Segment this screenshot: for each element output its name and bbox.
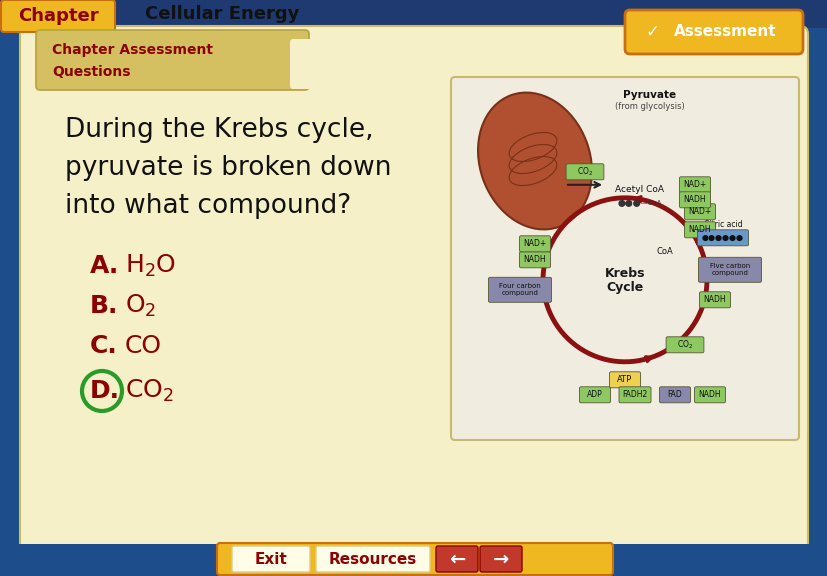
Text: FAD: FAD <box>667 391 681 399</box>
FancyBboxPatch shape <box>0 544 827 576</box>
FancyBboxPatch shape <box>488 277 551 302</box>
Text: NADH: NADH <box>688 225 710 234</box>
Text: NADH: NADH <box>683 195 705 204</box>
Text: into what compound?: into what compound? <box>65 193 351 219</box>
FancyBboxPatch shape <box>658 387 690 403</box>
Text: A.: A. <box>90 254 119 278</box>
FancyBboxPatch shape <box>0 0 827 28</box>
FancyBboxPatch shape <box>20 26 807 554</box>
FancyBboxPatch shape <box>480 546 521 572</box>
Text: NAD+: NAD+ <box>523 239 546 248</box>
FancyBboxPatch shape <box>316 546 429 572</box>
Text: D.: D. <box>90 379 120 403</box>
Text: ATP: ATP <box>617 376 632 384</box>
Text: NADH: NADH <box>523 255 546 264</box>
Text: pyruvate is broken down: pyruvate is broken down <box>65 155 391 181</box>
Text: FADH2: FADH2 <box>622 391 647 399</box>
FancyBboxPatch shape <box>232 546 309 572</box>
Text: C.: C. <box>90 334 117 358</box>
Text: NAD+: NAD+ <box>682 180 705 190</box>
FancyBboxPatch shape <box>36 30 308 90</box>
Text: H$_2$O: H$_2$O <box>125 253 176 279</box>
Text: CO$_2$: CO$_2$ <box>125 378 174 404</box>
FancyBboxPatch shape <box>679 177 710 193</box>
Text: Cellular Energy: Cellular Energy <box>145 5 299 23</box>
FancyBboxPatch shape <box>566 164 603 180</box>
Text: Four carbon
compound: Four carbon compound <box>499 283 540 296</box>
FancyBboxPatch shape <box>624 10 802 54</box>
FancyBboxPatch shape <box>698 257 761 282</box>
FancyBboxPatch shape <box>436 546 477 572</box>
FancyBboxPatch shape <box>519 252 550 268</box>
Text: During the Krebs cycle,: During the Krebs cycle, <box>65 117 373 143</box>
Text: Chapter Assessment: Chapter Assessment <box>52 43 213 57</box>
Text: NADH: NADH <box>703 295 725 304</box>
FancyBboxPatch shape <box>679 192 710 208</box>
Text: NADH: NADH <box>698 391 720 399</box>
Text: Acetyl CoA: Acetyl CoA <box>614 185 664 194</box>
FancyBboxPatch shape <box>609 372 640 388</box>
FancyBboxPatch shape <box>579 387 609 403</box>
Text: CO$_2$: CO$_2$ <box>576 165 592 178</box>
FancyBboxPatch shape <box>217 543 612 575</box>
FancyBboxPatch shape <box>619 387 650 403</box>
Text: ADP: ADP <box>586 391 602 399</box>
Text: NAD+: NAD+ <box>687 207 710 217</box>
Text: (from glycolysis): (from glycolysis) <box>614 103 684 112</box>
FancyBboxPatch shape <box>451 77 798 440</box>
FancyBboxPatch shape <box>289 39 336 89</box>
FancyBboxPatch shape <box>699 292 729 308</box>
Text: Chapter: Chapter <box>17 7 98 25</box>
FancyBboxPatch shape <box>694 387 724 403</box>
FancyBboxPatch shape <box>1 0 115 32</box>
FancyBboxPatch shape <box>696 230 748 246</box>
FancyBboxPatch shape <box>684 204 715 220</box>
Text: Exit: Exit <box>255 551 287 567</box>
Text: CoA: CoA <box>586 167 603 176</box>
Text: CO: CO <box>125 334 162 358</box>
Text: ←: ← <box>448 550 465 569</box>
FancyBboxPatch shape <box>519 236 550 252</box>
Text: O$_2$: O$_2$ <box>125 293 156 319</box>
Text: Five carbon
compound: Five carbon compound <box>709 263 749 276</box>
Text: →: → <box>492 550 509 569</box>
Ellipse shape <box>477 93 591 229</box>
Text: Pyruvate: Pyruvate <box>623 90 676 100</box>
FancyBboxPatch shape <box>665 337 703 353</box>
Text: ⬤⬤⬤⬤⬤⬤: ⬤⬤⬤⬤⬤⬤ <box>701 235 743 241</box>
Text: Assessment: Assessment <box>673 25 776 40</box>
Text: ✓: ✓ <box>644 23 658 41</box>
Text: Citric acid: Citric acid <box>703 220 742 229</box>
Text: ⬤⬤⬤—CoA: ⬤⬤⬤—CoA <box>617 200 662 207</box>
Text: Cycle: Cycle <box>605 281 643 294</box>
Text: CO$_2$: CO$_2$ <box>676 339 692 351</box>
Text: Krebs: Krebs <box>604 267 644 281</box>
Text: B.: B. <box>90 294 118 318</box>
FancyBboxPatch shape <box>684 222 715 238</box>
Text: Resources: Resources <box>328 551 417 567</box>
Text: Questions: Questions <box>52 65 131 79</box>
Text: CoA: CoA <box>656 247 672 256</box>
